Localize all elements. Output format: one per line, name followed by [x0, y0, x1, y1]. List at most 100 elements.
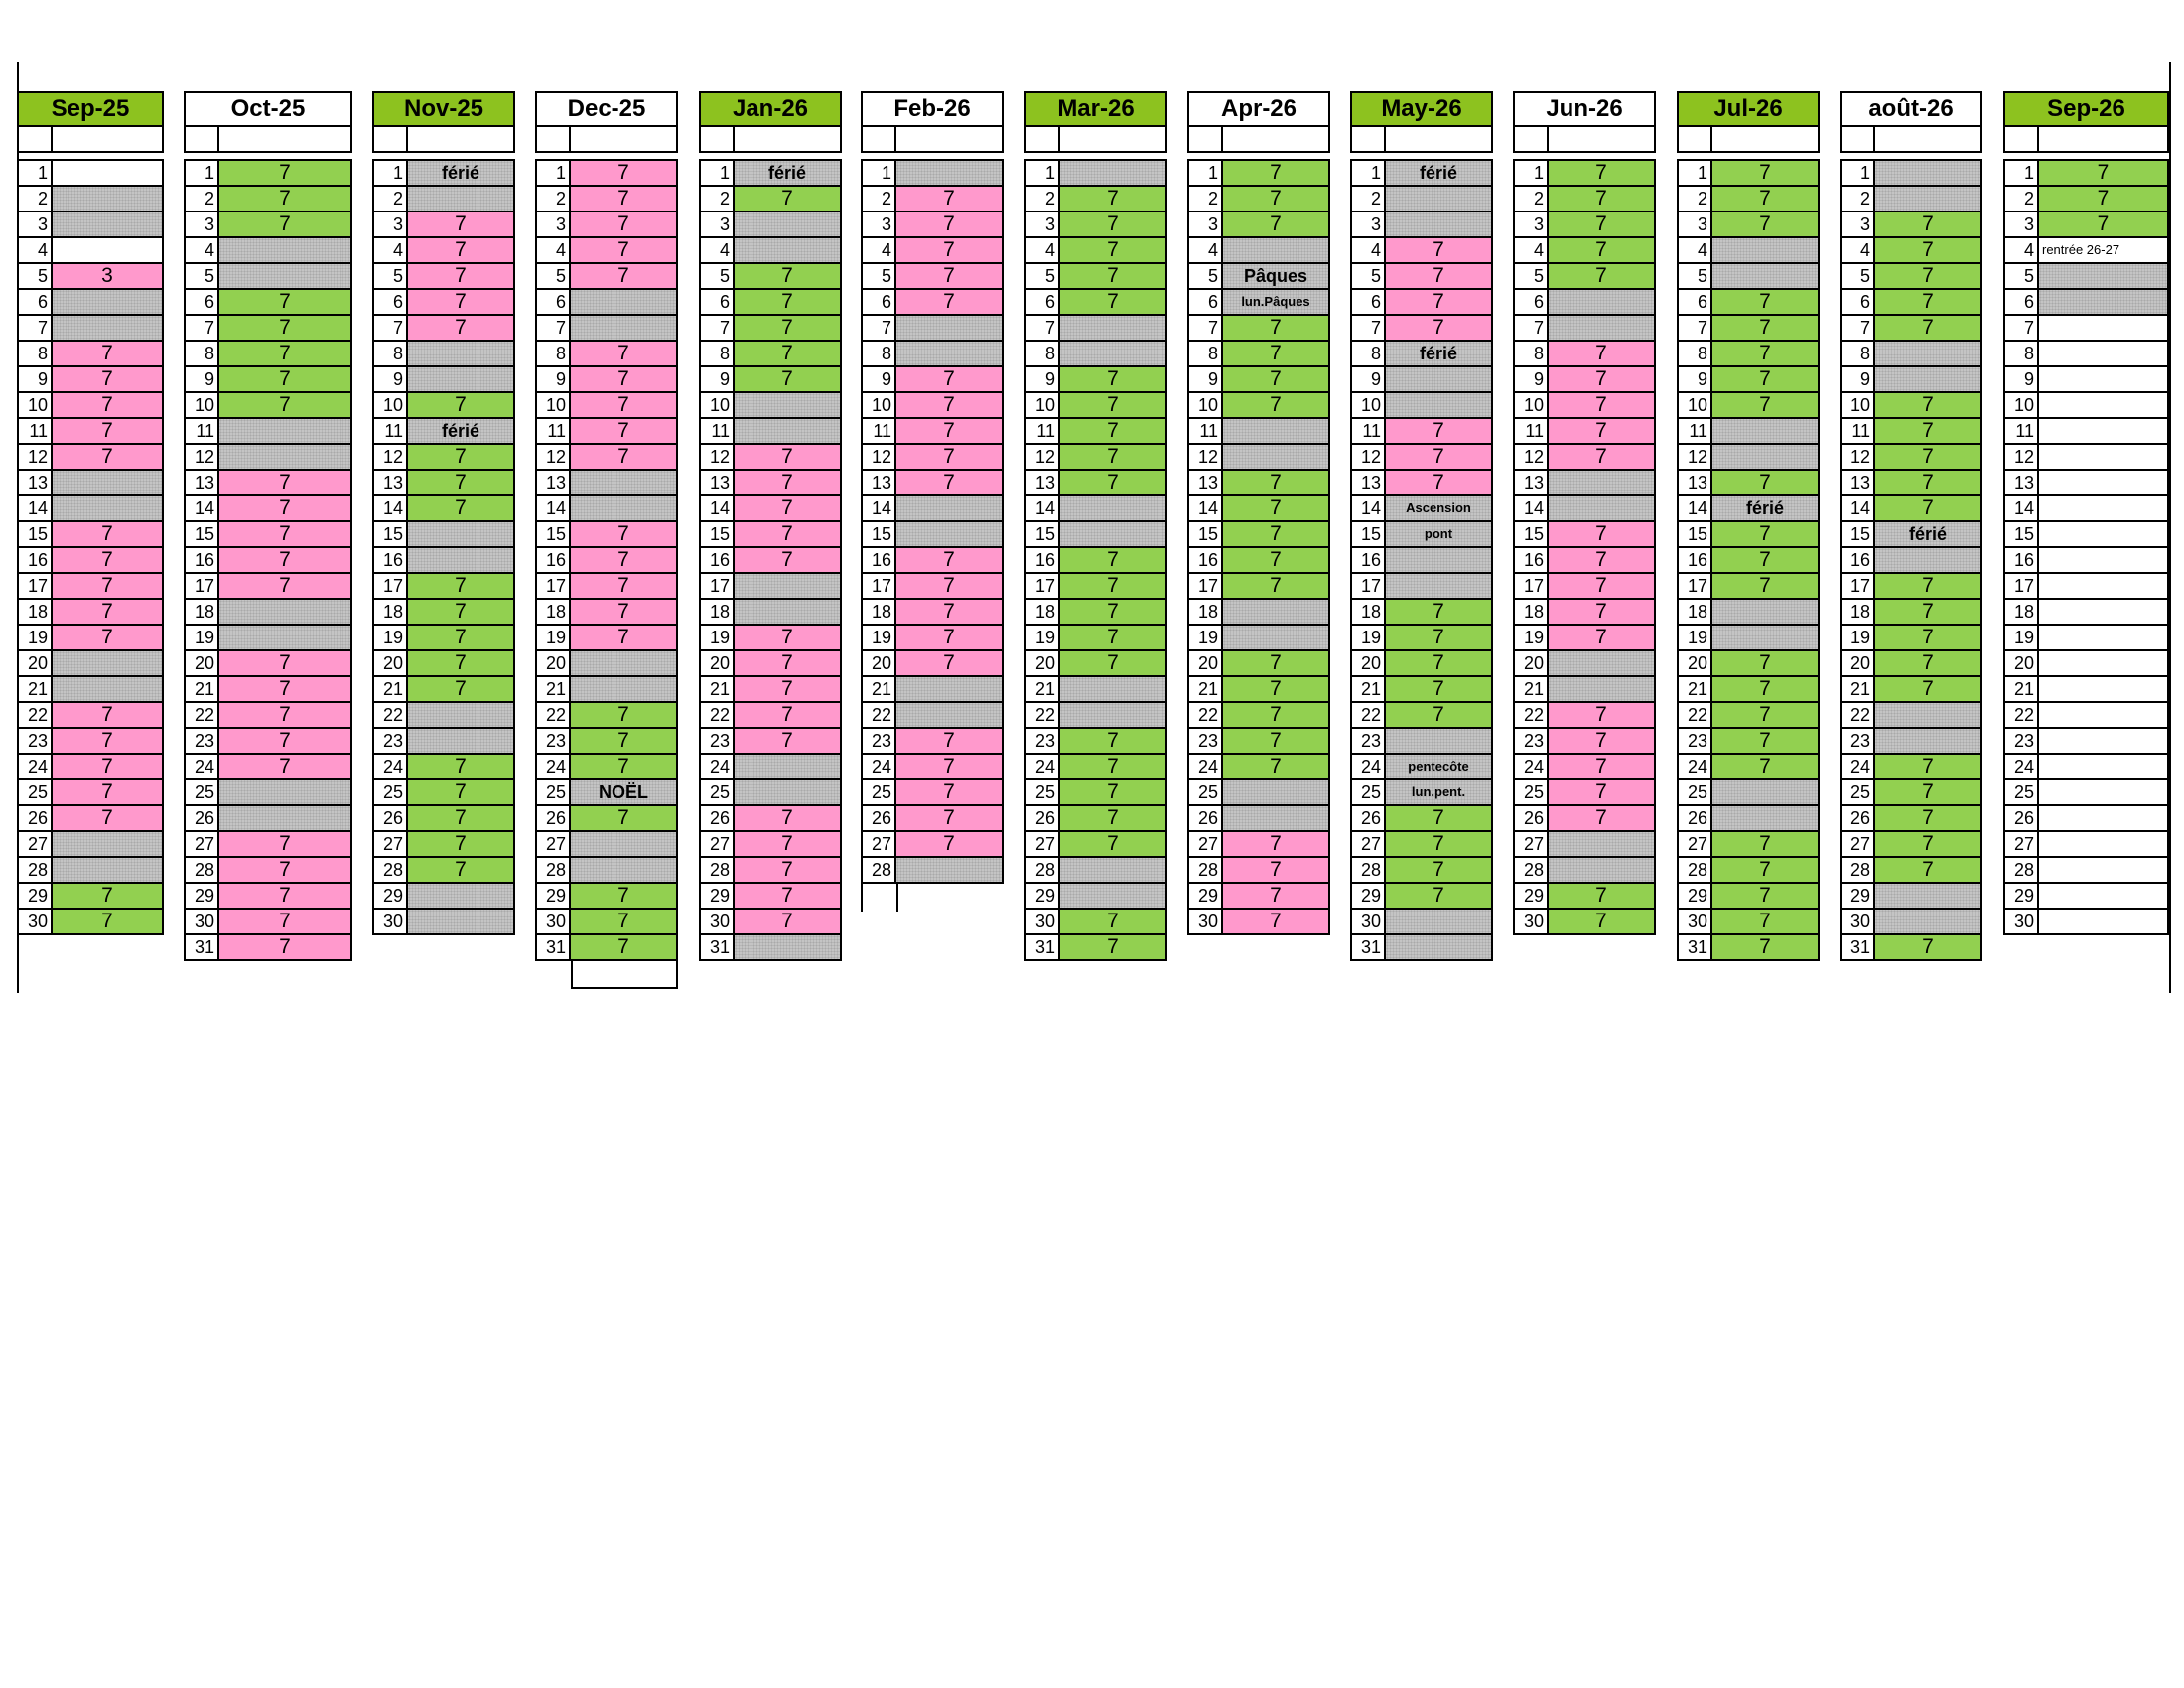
day-number: 1: [372, 161, 408, 187]
day-status-cell: 7: [735, 729, 842, 755]
day-status-cell: [2039, 496, 2169, 522]
day-status-cell: [735, 935, 842, 961]
day-list: 1 férié 2 3 7 4 7 5 7 6 7 7 7 8 9 10 7 11 férié 12 7 13 7 14 7 15…: [372, 159, 515, 935]
day-number: 20: [1350, 651, 1386, 677]
day-number: 26: [861, 806, 896, 832]
day-status-cell: 7: [896, 548, 1004, 574]
day-number: 9: [1840, 367, 1875, 393]
day-number: 24: [1513, 755, 1549, 780]
day-number: 30: [184, 910, 219, 935]
day-status-cell: 7: [1712, 651, 1820, 677]
day-number: 8: [1024, 342, 1060, 367]
day-row: 18 7: [17, 600, 164, 626]
day-status-cell: 7: [219, 729, 352, 755]
day-number: 5: [1677, 264, 1712, 290]
day-row: 26 7: [372, 806, 515, 832]
day-number: 12: [1024, 445, 1060, 471]
day-status-cell: [735, 238, 842, 264]
day-status-cell: [2039, 832, 2169, 858]
day-number: 28: [1024, 858, 1060, 884]
day-row: 11 7: [1350, 419, 1493, 445]
day-number: 22: [2003, 703, 2039, 729]
day-status-cell: [2039, 677, 2169, 703]
day-status-cell: 7: [896, 755, 1004, 780]
day-status-cell: 7: [1223, 471, 1330, 496]
day-number: 16: [1350, 548, 1386, 574]
day-status-cell: 7: [1223, 342, 1330, 367]
day-status-cell: 7: [1386, 703, 1493, 729]
day-number: 9: [1513, 367, 1549, 393]
day-row: 24 7: [1840, 755, 1982, 780]
day-number: 20: [861, 651, 896, 677]
day-list: 1 7 2 7 3 7 4 rentrée 26-27 5 6 7 8 9 10 11 12 13 14 15 16 1…: [2003, 159, 2169, 935]
day-row: 16 7: [1187, 548, 1330, 574]
day-row: 25 7: [1840, 780, 1982, 806]
day-status-cell: [1386, 935, 1493, 961]
day-status-cell: pont: [1386, 522, 1493, 548]
day-number: 4: [1187, 238, 1223, 264]
day-number: 8: [17, 342, 53, 367]
day-status-cell: 7: [1712, 522, 1820, 548]
day-number: 18: [1840, 600, 1875, 626]
day-row: 20 7: [1677, 651, 1820, 677]
day-row: 27: [17, 832, 164, 858]
day-number: 13: [17, 471, 53, 496]
day-status-cell: [1386, 574, 1493, 600]
day-number: 28: [861, 858, 896, 884]
day-row: 13 7: [1187, 471, 1330, 496]
day-row: 4: [699, 238, 842, 264]
day-status-cell: 7: [53, 574, 164, 600]
day-status-cell: 7: [53, 806, 164, 832]
day-number: 20: [1187, 651, 1223, 677]
day-row: 25 7: [1024, 780, 1167, 806]
day-status-cell: [53, 161, 164, 187]
day-status-cell: 7: [896, 806, 1004, 832]
day-row: 22: [2003, 703, 2169, 729]
day-row: 14 7: [699, 496, 842, 522]
month-header: Jul-26: [1677, 91, 1820, 127]
day-status-cell: 7: [735, 858, 842, 884]
day-row: 11 férié: [372, 419, 515, 445]
day-row: 28: [1024, 858, 1167, 884]
day-row: 3: [1350, 212, 1493, 238]
day-number: 24: [1840, 755, 1875, 780]
month-header: Apr-26: [1187, 91, 1330, 127]
day-number: 22: [1513, 703, 1549, 729]
day-status-cell: 7: [1223, 677, 1330, 703]
day-row: 12 7: [1840, 445, 1982, 471]
day-list: 1 7 2 7 3 7 4 5 6 7 7 7 8 7 9 7 10 7 11 12 13 7 14 férié 15 7 16 7 1…: [1677, 159, 1820, 961]
day-row: 15 7: [1187, 522, 1330, 548]
month-column: Dec-25 1 7 2 7 3 7 4 7 5 7 6 7 8 7 9 7 10 7 11 7 12 7 13 14 15 7 16…: [535, 91, 678, 989]
day-status-cell: [2039, 342, 2169, 367]
day-status-cell: 7: [1386, 316, 1493, 342]
day-status-cell: 7: [1549, 755, 1656, 780]
day-row: 11 7: [535, 419, 678, 445]
column-tail: [535, 961, 678, 989]
day-number: 15: [699, 522, 735, 548]
day-status-cell: [1223, 445, 1330, 471]
day-number: 29: [535, 884, 571, 910]
day-status-cell: 7: [735, 264, 842, 290]
day-number: 21: [2003, 677, 2039, 703]
day-status-cell: 7: [735, 522, 842, 548]
day-number: 18: [535, 600, 571, 626]
day-row: 20 7: [1350, 651, 1493, 677]
day-row: 16 7: [699, 548, 842, 574]
day-number: 16: [1187, 548, 1223, 574]
day-number: 3: [1187, 212, 1223, 238]
day-number: 1: [699, 161, 735, 187]
day-number: 16: [1513, 548, 1549, 574]
month-column: Jun-26 1 7 2 7 3 7 4 7 5 7 6 7 8 7 9 7 10 7 11 7 12 7 13 14 15 7 16…: [1513, 91, 1656, 935]
day-status-cell: [896, 858, 1004, 884]
day-row: 24: [699, 755, 842, 780]
day-number: 23: [1350, 729, 1386, 755]
day-number: 12: [1513, 445, 1549, 471]
day-number: 7: [535, 316, 571, 342]
day-row: 21 7: [184, 677, 352, 703]
day-status-cell: 7: [1875, 496, 1982, 522]
